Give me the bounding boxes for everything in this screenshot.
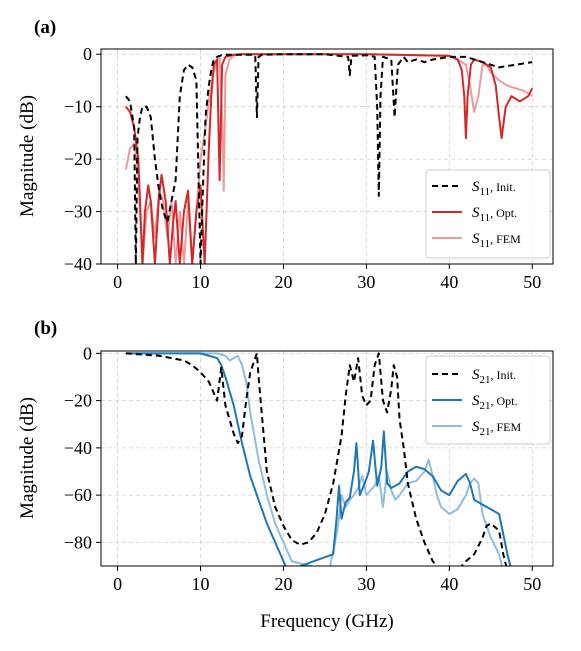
y-tick-label-b: −80 [64,532,92,552]
y-tick-label-a: −20 [64,149,92,169]
x-tick-label-a: 20 [274,272,292,292]
panel-a: (a) 0 10 20 30 40 50 0 −10 −20 −30 −40 Magnitude (… [17,17,554,292]
series-line-a-1 [125,53,534,264]
y-axis-label-b: Magnitude (dB) [17,397,38,519]
x-tick-label-b: 10 [192,574,210,594]
panel-label-b: (b) [34,318,57,339]
x-tick-label-b: 40 [440,574,458,594]
legend-a: S11, Init. S11, Opt. S11, FEM [425,169,551,259]
x-tick-label-a: 0 [113,272,122,292]
axes-frame-b [100,350,554,567]
x-tick-label-a: 30 [357,272,375,292]
y-axis-label-a: Magnitude (dB) [17,95,38,217]
legend-label-b-2: S21, FEM [472,419,522,438]
y-tick-label-b: −40 [64,438,92,458]
x-tick-label-b: 50 [523,574,541,594]
legend-box-a [425,169,551,259]
x-tick-label-b: 0 [113,574,122,594]
legend-label-a-2: S11, FEM [472,231,521,250]
x-tick-label-a: 50 [523,272,541,292]
x-axis-label: Frequency (GHz) [260,611,393,632]
x-tick-label-b: 20 [274,574,292,594]
legend-label-a-0: S11, Init. [472,179,516,198]
ticks-a: 0 10 20 30 40 50 0 −10 −20 −30 −40 [64,44,541,292]
y-tick-label-b: −60 [64,485,92,505]
ticks-b: 0 10 20 30 40 50 0 −20 −40 −60 −80 [64,343,541,594]
legend-label-b-1: S21, Opt. [472,393,518,412]
legend-label-b-0: S21, Init. [472,367,516,386]
y-tick-label-a: 0 [83,44,92,64]
y-tick-label-a: −40 [64,254,92,274]
panel-label-a: (a) [34,17,56,38]
y-tick-label-a: −30 [64,202,92,222]
legend-label-a-1: S11, Opt. [472,205,517,224]
y-tick-label-b: 0 [83,343,92,363]
plot-area-a [124,53,534,264]
x-tick-label-a: 10 [192,272,210,292]
legend-box-b [425,355,551,445]
legend-b: S21, Init. S21, Opt. S21, FEM [425,355,551,445]
y-tick-label-a: −10 [64,97,92,117]
series-line-b-0 [125,352,508,566]
series-line-b-2 [125,352,504,566]
x-tick-label-b: 30 [357,574,375,594]
y-tick-label-b: −20 [64,391,92,411]
plot-area-b [125,352,512,566]
axes-frame-a [100,48,554,265]
panel-b: (b) 0 10 20 30 40 50 0 −20 −40 −60 −80 Magnitude (… [17,318,554,594]
x-tick-label-a: 40 [440,272,458,292]
